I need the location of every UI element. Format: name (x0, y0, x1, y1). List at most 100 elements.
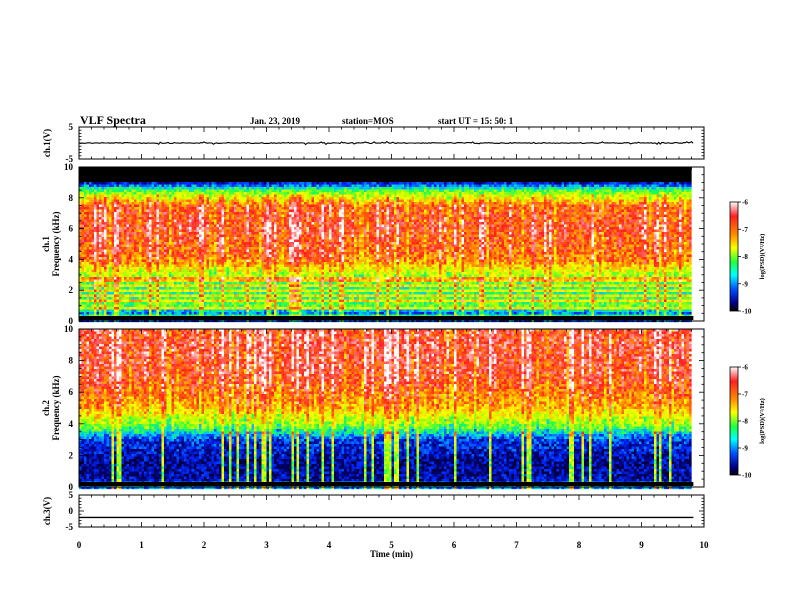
heatmap-cell (114, 247, 117, 250)
heatmap-cell (82, 195, 85, 198)
heatmap-cell (89, 175, 92, 178)
heatmap-cell (127, 252, 130, 255)
heatmap-cell (89, 190, 92, 193)
heatmap-cell (92, 250, 95, 253)
heatmap-cell (127, 170, 130, 173)
heatmap-cell (117, 235, 120, 238)
heatmap-cell (112, 262, 115, 265)
heatmap-cell (104, 172, 107, 175)
heatmap-cell (129, 310, 132, 313)
heatmap-cell (117, 255, 120, 258)
heatmap-cell (97, 245, 100, 248)
heatmap-cell (102, 177, 105, 180)
heatmap-cell (127, 257, 130, 260)
heatmap-cell (109, 205, 112, 208)
heatmap-cell (99, 272, 102, 275)
heatmap-cell (97, 180, 100, 183)
heatmap-cell (102, 182, 105, 185)
heatmap-cell (87, 192, 90, 195)
heatmap-cell (94, 220, 97, 223)
heatmap-cell (112, 200, 115, 203)
heatmap-cell (114, 257, 117, 260)
heatmap-cell (104, 207, 107, 210)
heatmap-cell (119, 177, 122, 180)
heatmap-cell (82, 267, 85, 270)
heatmap-cell (112, 282, 115, 285)
heatmap-cell (92, 202, 95, 205)
heatmap-cell (102, 232, 105, 235)
heatmap-cell (124, 272, 127, 275)
heatmap-cell (122, 197, 125, 200)
heatmap-cell (89, 177, 92, 180)
heatmap-cell (107, 220, 110, 223)
heatmap-cell (84, 265, 87, 268)
heatmap-cell (127, 307, 130, 310)
heatmap-cell (124, 217, 127, 220)
heatmap-cell (92, 225, 95, 228)
heatmap-cell (102, 242, 105, 245)
heatmap-cell (114, 310, 117, 313)
heatmap-cell (109, 237, 112, 240)
heatmap-cell (104, 217, 107, 220)
heatmap-cell (87, 260, 90, 263)
heatmap-cell (102, 237, 105, 240)
heatmap-cell (82, 210, 85, 213)
heatmap-cell (112, 195, 115, 198)
heatmap-cell (102, 267, 105, 270)
heatmap-cell (114, 205, 117, 208)
heatmap-cell (94, 207, 97, 210)
heatmap-cell (127, 187, 130, 190)
heatmap-cell (109, 215, 112, 218)
heatmap-cell (122, 245, 125, 248)
heatmap-cell (102, 272, 105, 275)
heatmap-cell (114, 177, 117, 180)
heatmap-cell (129, 292, 132, 295)
heatmap-cell (114, 190, 117, 193)
heatmap-cell (99, 212, 102, 215)
heatmap-cell (82, 295, 85, 298)
heatmap-cell (124, 195, 127, 198)
heatmap-cell (109, 290, 112, 293)
heatmap-cell (99, 187, 102, 190)
heatmap-cell (122, 230, 125, 233)
heatmap-cell (134, 242, 137, 245)
heatmap-cell (104, 210, 107, 213)
heatmap-cell (99, 260, 102, 263)
heatmap-cell (87, 272, 90, 275)
heatmap-cell (109, 280, 112, 283)
heatmap-cell (109, 180, 112, 183)
heatmap-cell (117, 230, 120, 233)
heatmap-cell (122, 222, 125, 225)
heatmap-cell (117, 265, 120, 268)
heatmap-cell (84, 252, 87, 255)
heatmap-cell (109, 225, 112, 228)
heatmap-cell (89, 227, 92, 230)
heatmap-cell (89, 277, 92, 280)
heatmap-cell (102, 227, 105, 230)
heatmap-cell (87, 220, 90, 223)
heatmap-cell (99, 190, 102, 193)
heatmap-cell (127, 215, 130, 218)
heatmap-cell (97, 287, 100, 290)
heatmap-cell (94, 215, 97, 218)
heatmap-cell (92, 172, 95, 175)
heatmap-cell (104, 285, 107, 288)
heatmap-cell (87, 297, 90, 300)
heatmap-cell (127, 235, 130, 238)
heatmap-cell (99, 300, 102, 303)
heatmap-cell (87, 225, 90, 228)
heatmap-cell (104, 212, 107, 215)
heatmap-cell (132, 277, 135, 280)
heatmap-cell (117, 302, 120, 305)
heatmap-cell (132, 297, 135, 300)
heatmap-cell (122, 305, 125, 308)
heatmap-cell (89, 192, 92, 195)
heatmap-cell (124, 297, 127, 300)
heatmap-cell (107, 215, 110, 218)
heatmap-cell (117, 225, 120, 228)
heatmap-cell (117, 295, 120, 298)
heatmap-cell (82, 220, 85, 223)
heatmap-cell (92, 222, 95, 225)
heatmap-cell (104, 287, 107, 290)
heatmap-cell (114, 197, 117, 200)
